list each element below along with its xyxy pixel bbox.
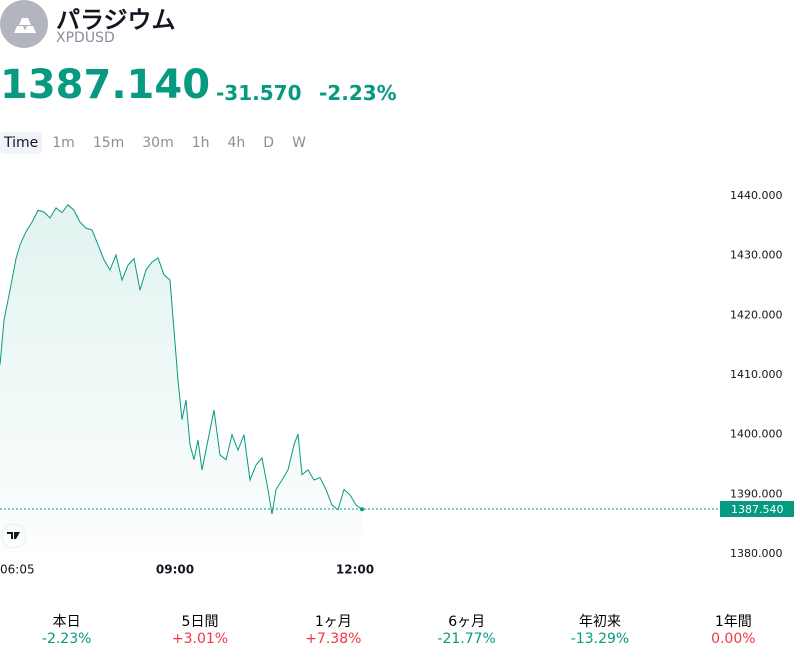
period-value: -13.29% <box>570 631 630 647</box>
tab[interactable]: Time <box>0 132 43 154</box>
tab[interactable]: 4h <box>227 135 246 151</box>
tab[interactable]: 30m <box>142 135 174 151</box>
performance-item: 1ヶ月 +7.38% <box>267 611 400 647</box>
y-tick-label: 1400.000 <box>730 428 783 441</box>
period-value: -21.77% <box>437 631 496 647</box>
period-label: 1年間 <box>714 614 752 630</box>
performance-item: 6ヶ月 -21.77% <box>400 611 533 647</box>
period-value: 0.00% <box>711 631 756 647</box>
performance-item: 5日間 +3.01% <box>133 611 266 647</box>
tab[interactable]: 15m <box>92 135 125 151</box>
performance-item: 1年間 0.00% <box>667 611 800 647</box>
y-tick-label: 1420.000 <box>730 308 783 321</box>
performance-item: 本日 -2.23% <box>0 611 133 647</box>
y-tick-label: 1410.000 <box>730 368 783 381</box>
tabs: Time 1m 15m 30m 1h 4h D W <box>0 132 316 154</box>
last-price-label: 1387.540 <box>731 503 784 516</box>
x-tick-label: 06:05 <box>0 563 35 577</box>
area <box>0 204 362 554</box>
period-value: +3.01% <box>171 631 229 647</box>
tab[interactable]: W <box>292 135 306 151</box>
symbol: XPDUSD <box>56 30 115 46</box>
performance-item: 年初来 -13.29% <box>533 611 666 647</box>
period-value: +7.38% <box>305 631 362 647</box>
title: パラジウム <box>56 6 176 34</box>
price: 1387.140 <box>0 62 211 108</box>
y-tick-label: 1380.000 <box>730 547 783 560</box>
period-value: -2.23% <box>41 631 92 647</box>
period-label: 年初来 <box>578 614 621 630</box>
y-tick-label: 1390.000 <box>730 487 783 500</box>
change: -31.570 <box>216 81 302 105</box>
x-tick-label: 09:00 <box>156 563 194 577</box>
period-label: 6ヶ月 <box>448 614 486 630</box>
performance: 本日 -2.23% 5日間 +3.01% 1ヶ月 +7.38% 6ヶ月 -21.77% 年初来 -… <box>0 611 800 647</box>
tab[interactable]: 1m <box>52 135 75 151</box>
period-label: 本日 <box>52 614 81 630</box>
period-label: 5日間 <box>181 614 219 630</box>
chart: 1380.000 1390.000 1400.000 1410.000 1420.000… <box>0 189 794 577</box>
last-price-box <box>720 500 794 517</box>
tab[interactable]: 1h <box>191 135 210 151</box>
x-tick-label: 12:00 <box>336 563 374 577</box>
period-label: 1ヶ月 <box>314 614 352 630</box>
y-tick-label: 1430.000 <box>730 249 783 262</box>
y-tick-label: 1440.000 <box>730 189 783 202</box>
tab[interactable]: D <box>263 135 275 151</box>
change-pct: -2.23% <box>319 81 397 105</box>
symbol-icon <box>0 0 48 48</box>
line <box>0 204 363 515</box>
